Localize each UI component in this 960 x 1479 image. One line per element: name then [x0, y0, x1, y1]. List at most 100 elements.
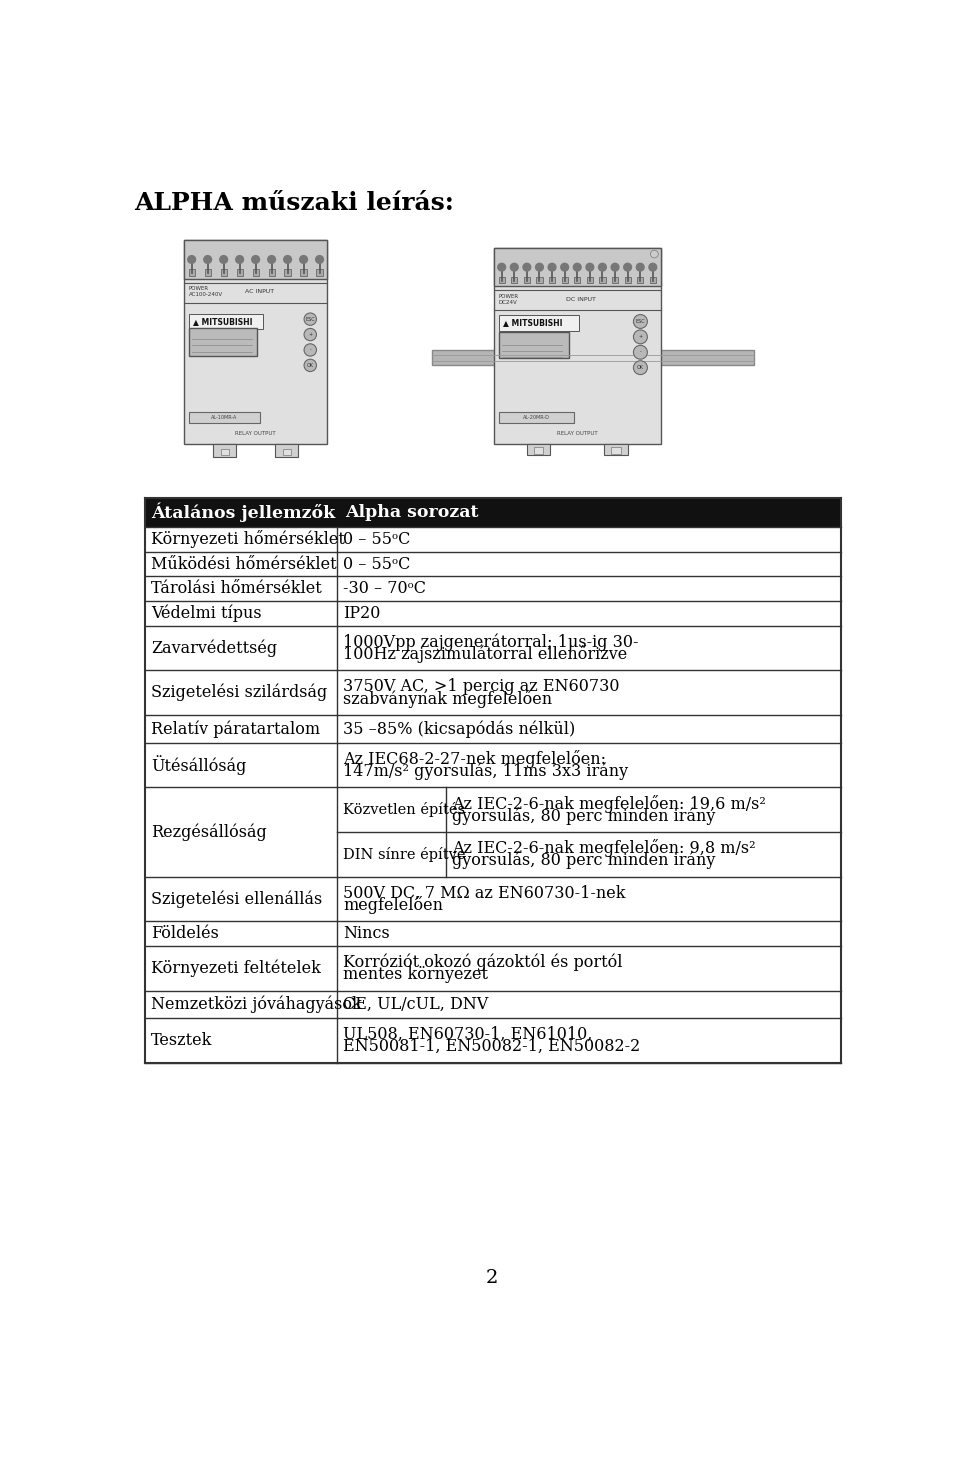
Bar [145, 670, 841, 714]
Text: Relatív páratartalom: Relatív páratartalom [151, 720, 320, 738]
FancyBboxPatch shape [605, 444, 628, 456]
Text: Közvetlen építés: Közvetlen építés [344, 802, 466, 818]
Bar [511, 277, 517, 284]
Circle shape [636, 263, 644, 271]
Bar [599, 277, 606, 284]
Bar [498, 333, 568, 358]
Circle shape [634, 345, 647, 359]
Text: Korróziót okozó gázoktól és portól: Korróziót okozó gázoktól és portól [344, 954, 623, 970]
Text: gyorsulás, 80 perc minden irány: gyorsulás, 80 perc minden irány [452, 808, 715, 824]
Bar [284, 269, 291, 275]
Circle shape [634, 315, 647, 328]
Text: POWER
DC24V: POWER DC24V [498, 294, 518, 305]
Text: Az IEC-2-6-nak megfelelően: 19,6 m/s²: Az IEC-2-6-nak megfelelően: 19,6 m/s² [452, 794, 765, 812]
Text: POWER
AC100-240V: POWER AC100-240V [188, 287, 223, 297]
Bar [625, 277, 631, 284]
Text: Az IEC68-2-27-nek megfelelően:: Az IEC68-2-27-nek megfelelően: [344, 750, 606, 768]
Circle shape [511, 263, 518, 271]
Circle shape [300, 256, 307, 263]
Text: Környezeti hőmérséklet: Környezeti hőmérséklet [151, 531, 345, 549]
Bar [269, 269, 275, 275]
Bar [236, 269, 243, 275]
Circle shape [634, 361, 647, 374]
Text: UL508, EN60730-1, EN61010,: UL508, EN60730-1, EN61010, [344, 1026, 592, 1043]
Text: DC INPUT: DC INPUT [566, 297, 596, 302]
Text: ALPHA műszaki leírás:: ALPHA műszaki leírás: [134, 191, 454, 214]
Text: gyorsulás, 80 perc minden irány: gyorsulás, 80 perc minden irány [452, 852, 715, 870]
Bar [145, 577, 841, 600]
Bar [650, 277, 656, 284]
Circle shape [268, 256, 276, 263]
Circle shape [498, 263, 506, 271]
Text: Működési hőmérséklet: Működési hőmérséklet [151, 556, 337, 572]
Text: Nemzetközi jóváhagyások: Nemzetközi jóváhagyások [151, 995, 362, 1013]
Bar [252, 269, 259, 275]
Circle shape [548, 263, 556, 271]
Text: Szigetelési szilárdság: Szigetelési szilárdság [151, 683, 327, 701]
Text: Földelés: Földelés [151, 926, 219, 942]
Text: megfelelően: megfelelően [344, 896, 444, 914]
Circle shape [236, 256, 244, 263]
Circle shape [304, 328, 317, 340]
Text: 0 – 55ᵒC: 0 – 55ᵒC [344, 556, 411, 572]
Circle shape [252, 256, 259, 263]
Text: AL-10MR-A: AL-10MR-A [211, 414, 238, 420]
Circle shape [586, 263, 593, 271]
FancyBboxPatch shape [213, 444, 236, 457]
Text: Alpha sorozat: Alpha sorozat [345, 504, 478, 521]
Bar [145, 600, 841, 626]
Bar [188, 269, 195, 275]
Text: mentes környezet: mentes környezet [344, 966, 489, 984]
Text: Zavarvédettség: Zavarvédettség [151, 639, 277, 657]
Circle shape [284, 256, 292, 263]
Bar [145, 947, 841, 991]
Text: 147m/s² gyorsulás, 11ms 3x3 irány: 147m/s² gyorsulás, 11ms 3x3 irány [344, 762, 629, 779]
Text: 2: 2 [486, 1269, 498, 1287]
Circle shape [536, 263, 543, 271]
Circle shape [561, 263, 568, 271]
Bar [549, 277, 555, 284]
Circle shape [599, 263, 607, 271]
Bar [574, 277, 581, 284]
Bar [221, 269, 227, 275]
Bar [498, 277, 505, 284]
Text: -: - [309, 348, 311, 352]
Text: +: + [308, 333, 312, 337]
Circle shape [612, 263, 619, 271]
Bar [145, 498, 841, 527]
Text: EN50081-1, EN50082-1, EN50082-2: EN50081-1, EN50082-1, EN50082-2 [344, 1038, 640, 1055]
Bar [221, 450, 228, 456]
Text: Az IEC-2-6-nak megfelelően: 9,8 m/s²: Az IEC-2-6-nak megfelelően: 9,8 m/s² [452, 839, 756, 858]
Text: Tesztek: Tesztek [151, 1032, 212, 1049]
Circle shape [523, 263, 531, 271]
Text: Rezgésállóság: Rezgésállóság [151, 824, 267, 840]
Bar [184, 240, 327, 278]
FancyBboxPatch shape [184, 240, 327, 444]
Bar [317, 269, 323, 275]
Bar [494, 248, 660, 287]
Text: AC INPUT: AC INPUT [245, 290, 274, 294]
Circle shape [220, 256, 228, 263]
Circle shape [649, 263, 657, 271]
Text: szabványnak megfelelően: szabványnak megfelelően [344, 689, 552, 708]
Bar [145, 552, 841, 577]
Text: Nincs: Nincs [344, 926, 390, 942]
Bar [188, 314, 263, 330]
Bar [204, 269, 211, 275]
Bar [188, 328, 257, 356]
Circle shape [304, 343, 317, 356]
Bar [612, 277, 618, 284]
Text: Tárolási hőmérséklet: Tárolási hőmérséklet [151, 580, 322, 598]
Text: Ütésállóság: Ütésállóság [151, 754, 247, 775]
Text: 3750V AC, >1 percig az EN60730: 3750V AC, >1 percig az EN60730 [344, 677, 620, 695]
Text: OK: OK [636, 365, 644, 370]
Text: RELAY OUTPUT: RELAY OUTPUT [557, 430, 597, 436]
Bar [188, 413, 260, 423]
Text: 35 –85% (kicsapódás nélkül): 35 –85% (kicsapódás nélkül) [344, 720, 575, 738]
Text: IP20: IP20 [344, 605, 380, 621]
Circle shape [634, 330, 647, 343]
Text: Szigetelési ellenállás: Szigetelési ellenállás [151, 890, 323, 908]
FancyBboxPatch shape [275, 444, 299, 457]
Text: Védelmi típus: Védelmi típus [151, 605, 262, 623]
Circle shape [624, 263, 632, 271]
